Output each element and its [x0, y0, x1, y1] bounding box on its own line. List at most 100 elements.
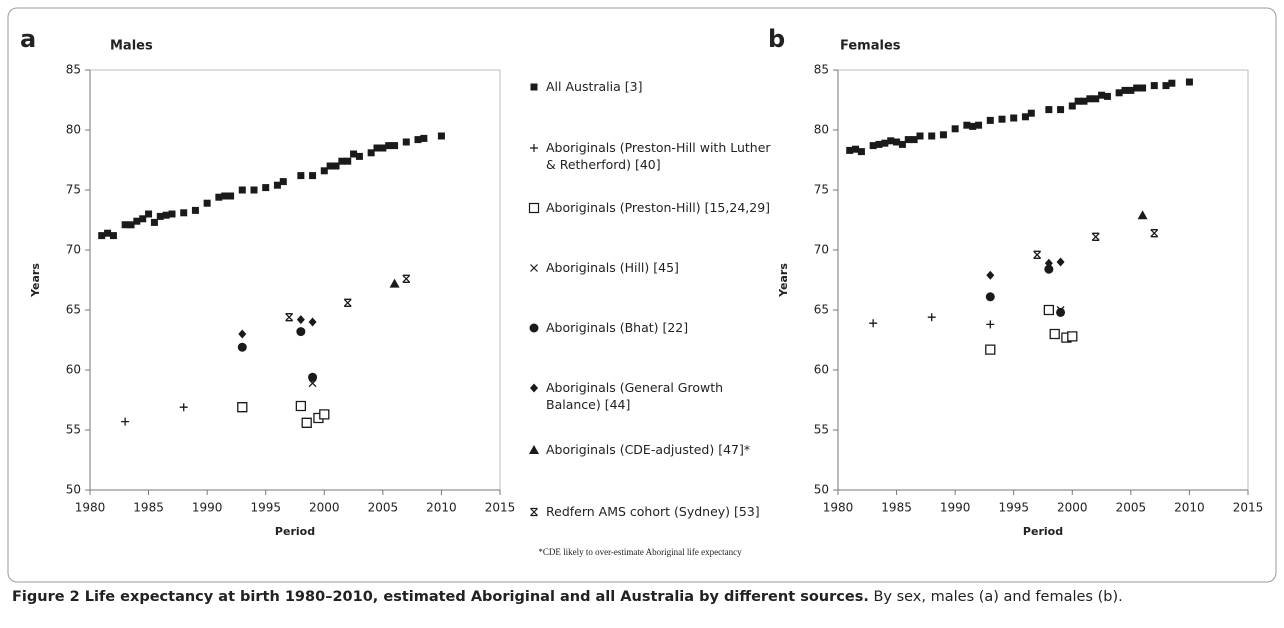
point: [343, 298, 352, 307]
point: [437, 132, 445, 140]
legend-label: Aboriginals (Hill) [45]: [546, 260, 679, 275]
point: [156, 212, 164, 220]
point: [1027, 109, 1035, 117]
x-tick-label: 2010: [426, 501, 457, 515]
point: [238, 329, 247, 339]
point: [150, 218, 158, 226]
point: [1103, 92, 1111, 100]
point: [98, 232, 106, 240]
y-tick-label: 70: [66, 243, 81, 257]
point: [1021, 113, 1029, 121]
point: [1121, 86, 1129, 94]
point: [414, 136, 422, 144]
point: [391, 142, 399, 150]
point: [1068, 102, 1076, 110]
point: [285, 313, 294, 322]
x-tick-label: 2000: [1057, 501, 1088, 515]
point: [191, 206, 199, 214]
x-tick-label: 1980: [823, 501, 854, 515]
y-tick-label: 85: [66, 63, 81, 77]
point: [1043, 304, 1055, 316]
x-tick-label: 2005: [368, 501, 399, 515]
point: [1168, 79, 1176, 87]
point: [887, 137, 895, 145]
point: [262, 184, 270, 192]
legend-symbol: [530, 383, 538, 393]
point: [1074, 97, 1082, 105]
y-tick-label: 80: [66, 123, 81, 137]
point: [898, 140, 906, 148]
legend-label: Aboriginals (General Growth Balance) [44…: [546, 380, 724, 412]
y-tick-label: 65: [66, 303, 81, 317]
point: [852, 145, 860, 153]
x-tick-label: 1995: [998, 501, 1029, 515]
point: [1080, 97, 1088, 105]
point: [986, 270, 995, 280]
point: [104, 229, 112, 237]
point: [846, 146, 854, 154]
point: [1010, 114, 1018, 122]
legend-label: All Australia [3]: [546, 79, 643, 94]
x-tick-label: 2000: [309, 501, 340, 515]
point: [1091, 232, 1100, 241]
point: [985, 292, 995, 302]
point: [332, 162, 340, 170]
point: [916, 132, 924, 140]
point: [857, 148, 865, 156]
point: [1185, 78, 1193, 86]
legend-label: Aboriginals (CDE-adjusted) [47]*: [546, 442, 751, 457]
point: [1115, 89, 1123, 97]
legend-item: Redfern AMS cohort (Sydney) [53]: [528, 503, 778, 520]
point: [297, 172, 305, 180]
legend-item: Aboriginals (General Growth Balance) [44…: [528, 379, 778, 413]
y-tick-label: 60: [814, 363, 829, 377]
x-axis-label: Period: [1023, 525, 1063, 538]
x-tick-label: 1985: [133, 501, 164, 515]
y-tick-label: 50: [814, 483, 829, 497]
y-tick-label: 55: [814, 423, 829, 437]
x-axis-label: Period: [275, 525, 315, 538]
point: [162, 211, 170, 219]
point: [133, 217, 141, 225]
legend-symbol: [530, 144, 538, 152]
panel-title: Males: [110, 39, 153, 54]
point: [1056, 257, 1065, 267]
point: [1057, 106, 1065, 114]
x-tick-label: 1980: [75, 501, 106, 515]
point: [1044, 264, 1054, 274]
point: [344, 157, 352, 165]
legend-symbol: [529, 445, 539, 454]
legend-marker: [530, 383, 538, 393]
point: [180, 209, 188, 217]
point: [402, 274, 411, 283]
point: [986, 116, 994, 124]
point: [969, 122, 977, 130]
point: [301, 417, 312, 428]
point: [869, 319, 878, 328]
point: [296, 315, 305, 325]
point: [139, 215, 147, 223]
point: [975, 121, 983, 129]
legend-symbol: [529, 323, 539, 333]
point: [1033, 250, 1042, 259]
x-tick-label: 2015: [1233, 501, 1264, 515]
point: [927, 313, 936, 322]
point: [127, 221, 135, 229]
point: [1086, 95, 1094, 103]
point: [1150, 82, 1158, 90]
legend-symbol: [530, 507, 538, 517]
point: [928, 132, 936, 140]
legend-label: Aboriginals (Preston-Hill) [15,24,29]: [546, 200, 771, 215]
legend-marker: [529, 323, 539, 333]
legend-item: Aboriginals (CDE-adjusted) [47]*: [528, 441, 778, 458]
x-tick-label: 1990: [940, 501, 971, 515]
x-tick-label: 1990: [192, 501, 223, 515]
point: [402, 138, 410, 146]
figure-border: [7, 7, 1277, 583]
x-tick-label: 1995: [250, 501, 281, 515]
y-tick-label: 55: [66, 423, 81, 437]
point: [951, 125, 959, 133]
point: [998, 115, 1006, 123]
